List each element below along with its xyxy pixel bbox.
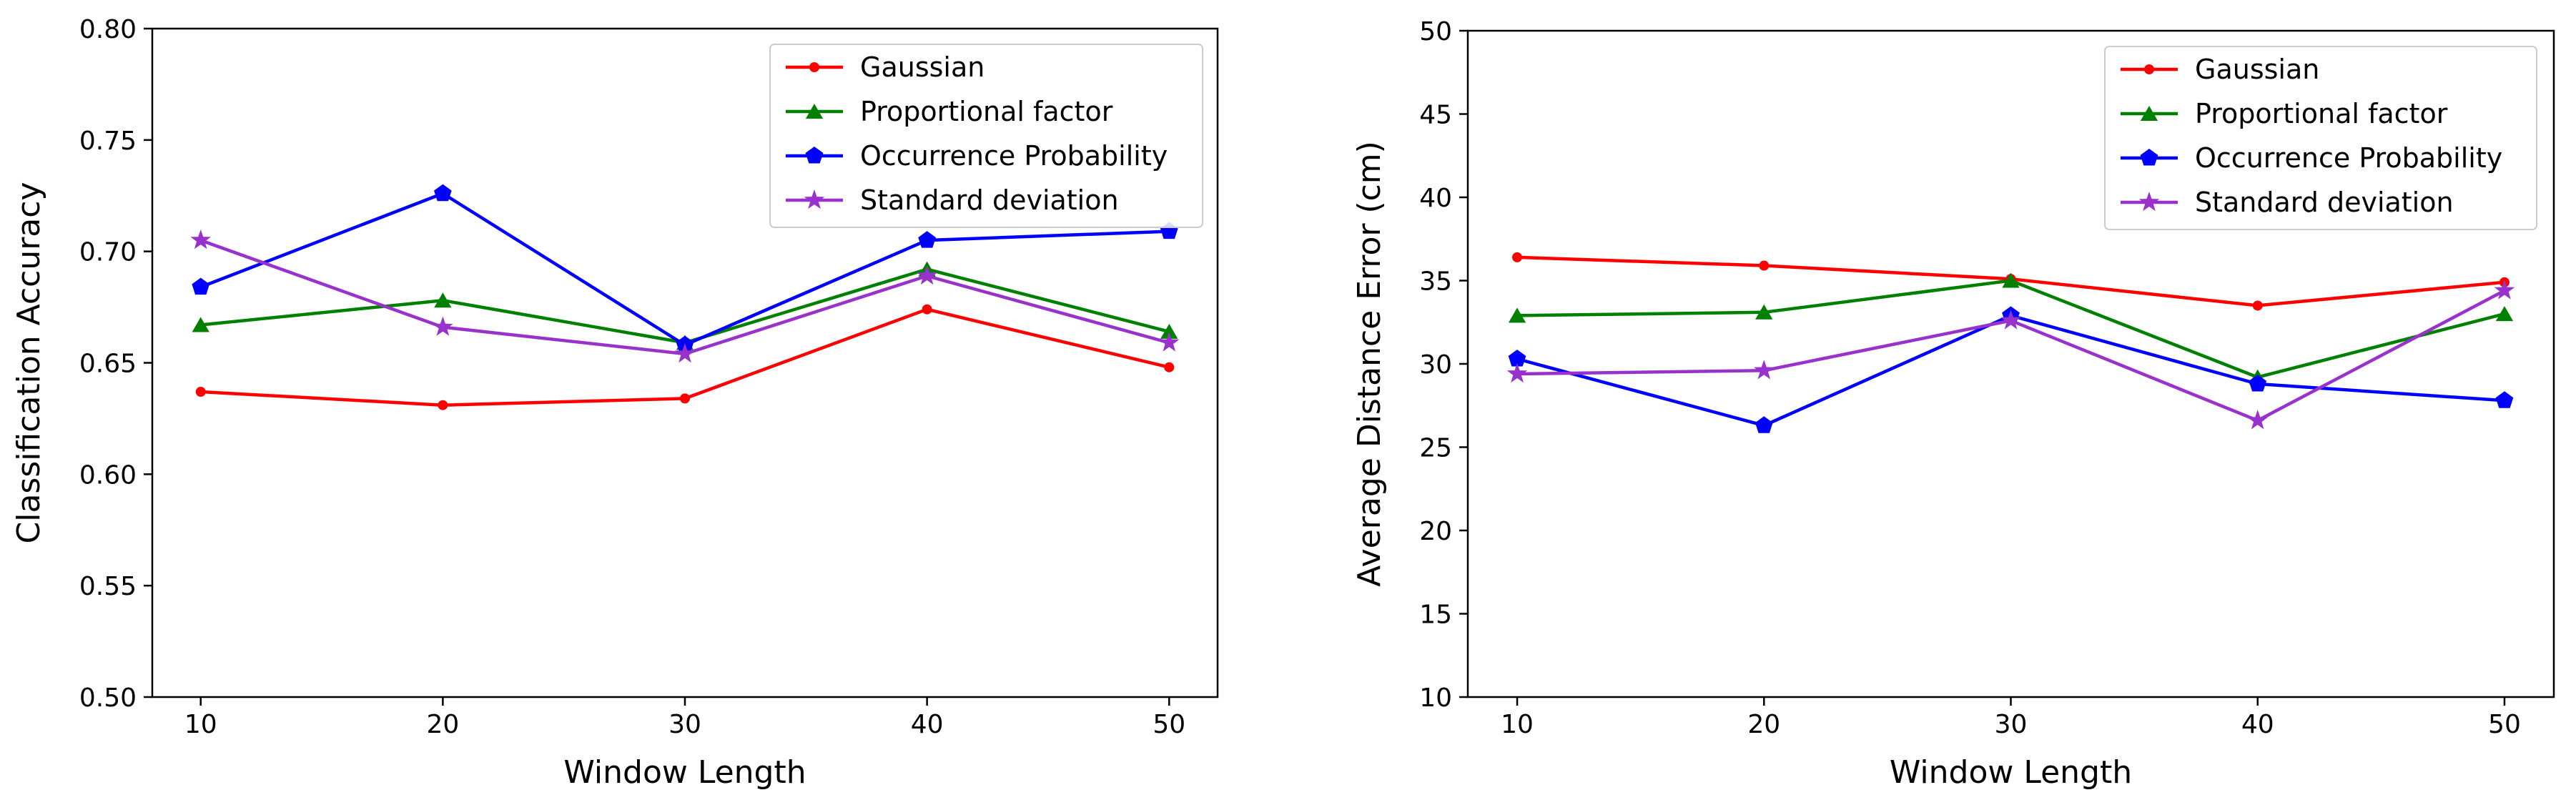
data-point	[1754, 360, 1775, 380]
series-standard-deviation	[1506, 280, 2515, 430]
legend-box	[769, 44, 1203, 228]
legend-label: Standard deviation	[860, 184, 1119, 216]
data-point	[2247, 410, 2268, 430]
series-proportional-factor	[1508, 272, 2514, 385]
data-point	[2000, 310, 2021, 330]
legend-marker	[2140, 149, 2158, 166]
y-tick-label: 0.55	[79, 572, 137, 601]
series-standard-deviation	[190, 229, 1180, 363]
data-point	[2495, 306, 2514, 322]
x-tick-label: 30	[1995, 710, 2028, 739]
data-point	[1512, 252, 1523, 262]
data-point	[2252, 300, 2263, 311]
data-point	[1755, 304, 1773, 320]
data-point	[2495, 391, 2514, 408]
data-point	[1164, 362, 1175, 372]
y-tick-label: 40	[1419, 184, 1452, 213]
x-tick-label: 40	[911, 710, 944, 739]
data-point	[195, 387, 206, 397]
y-tick-label: 50	[1419, 17, 1452, 46]
data-point	[190, 229, 211, 250]
y-tick-label: 45	[1419, 101, 1452, 130]
x-tick-label: 10	[1501, 710, 1534, 739]
series-occurrence-probability	[1508, 306, 2514, 433]
data-point	[918, 231, 936, 248]
legend-marker	[804, 189, 825, 209]
y-tick-label: 0.60	[79, 460, 137, 490]
legend-label: Gaussian	[2195, 54, 2319, 85]
chart-average-distance-error: 10 20 30 40 50 10 15 20 25 30 35 40 45 50 Window Lengt…	[1351, 17, 2555, 791]
data-point	[922, 304, 932, 315]
y-tick-label: 0.75	[79, 127, 137, 156]
data-point	[2494, 280, 2515, 300]
y-axis-label: Classification Accuracy	[11, 182, 47, 544]
x-tick-label: 40	[2241, 710, 2274, 739]
x-tick-label: 30	[668, 710, 701, 739]
y-tick-label: 0.50	[79, 683, 137, 713]
y-tick-label: 30	[1419, 350, 1452, 380]
y-tick-label: 20	[1419, 517, 1452, 546]
data-point	[1508, 350, 1526, 367]
y-tick-label: 10	[1419, 683, 1452, 713]
x-axis-label: Window Length	[1890, 754, 2132, 791]
data-point	[192, 317, 209, 332]
legend-label: Occurrence Probability	[2195, 142, 2502, 174]
data-point	[1160, 323, 1178, 339]
data-point	[2249, 375, 2267, 392]
x-tick-label: 50	[2488, 710, 2521, 739]
data-point	[1755, 416, 1773, 433]
x-tick-label: 20	[426, 710, 459, 739]
legend: Gaussian Proportional factor Occurrence Pr…	[2104, 46, 2537, 230]
x-tick-label: 50	[1153, 710, 1185, 739]
legend-box	[2104, 46, 2537, 230]
legend-marker	[2138, 192, 2160, 212]
data-point	[917, 265, 937, 285]
data-point	[674, 343, 696, 363]
legend-label: Occurrence Probability	[860, 140, 1168, 172]
y-tick-label: 0.65	[79, 350, 137, 379]
y-tick-label: 25	[1419, 434, 1452, 463]
legend-marker	[805, 104, 824, 119]
data-point	[434, 184, 452, 202]
x-axis-label: Window Length	[563, 754, 806, 791]
data-point	[680, 393, 690, 404]
data-point	[1159, 332, 1180, 352]
series-gaussian	[195, 304, 1175, 410]
data-point	[2002, 272, 2020, 288]
y-axis-label: Average Distance Error (cm)	[1351, 141, 1388, 587]
y-tick-label: 0.70	[79, 238, 137, 267]
data-point	[1508, 307, 1526, 323]
legend: Gaussian Proportional factor Occurrence Pr…	[769, 44, 1203, 228]
x-tick-label: 10	[184, 710, 217, 739]
legend-label: Proportional factor	[2195, 98, 2448, 129]
data-point	[438, 400, 448, 410]
chart-classification-accuracy: 10 20 30 40 50 0.50 0.55 0.60 0.65 0.70 0.75 0.80 Wi…	[11, 15, 1219, 791]
y-tick-label: 0.80	[79, 15, 137, 44]
y-tick-label: 35	[1419, 267, 1452, 297]
y-tick-label: 15	[1419, 601, 1452, 630]
data-point	[1759, 260, 1770, 271]
data-point	[433, 316, 453, 336]
legend-label: Gaussian	[860, 51, 984, 83]
data-point	[1506, 363, 1528, 383]
legend-label: Standard deviation	[2195, 187, 2454, 218]
legend-marker	[2140, 106, 2158, 121]
legend-label: Proportional factor	[860, 96, 1113, 127]
data-point	[192, 277, 210, 295]
legend-marker	[809, 62, 819, 72]
data-point	[434, 292, 452, 308]
x-tick-label: 20	[1747, 710, 1780, 739]
legend-marker	[805, 147, 824, 164]
legend-marker	[2144, 64, 2154, 74]
